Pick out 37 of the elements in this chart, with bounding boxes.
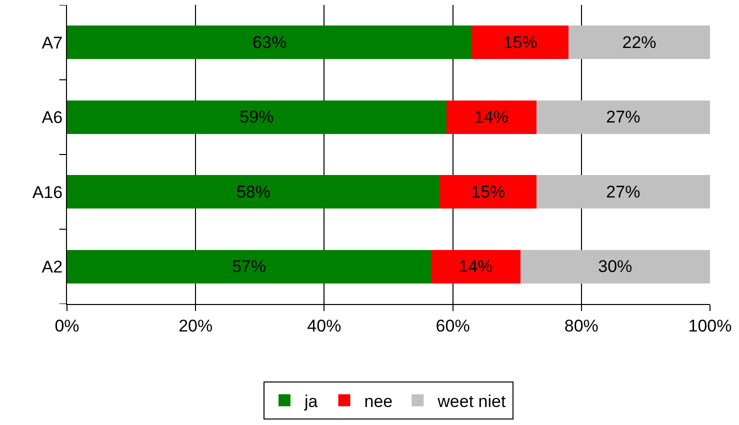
data-label: 15% <box>471 182 506 202</box>
x-tick-label: 20% <box>178 316 213 336</box>
data-label: 27% <box>606 108 640 127</box>
bar <box>472 26 569 60</box>
x-tick-label: 40% <box>307 316 342 336</box>
data-label: 22% <box>622 32 656 52</box>
data-label: 14% <box>458 257 493 276</box>
bar <box>568 26 710 60</box>
bar <box>67 175 440 209</box>
bar <box>67 26 472 60</box>
y-tick-label: A16 <box>32 182 63 202</box>
data-label: 57% <box>232 257 266 276</box>
data-label: 59% <box>240 108 274 127</box>
data-label: 30% <box>598 257 632 276</box>
legend-label: ja <box>304 392 318 411</box>
legend-label: nee <box>364 392 393 411</box>
bar <box>536 100 710 134</box>
y-tick-label: A6 <box>42 108 63 128</box>
x-tick-label: 100% <box>688 316 732 336</box>
data-label: 58% <box>236 182 270 202</box>
bar <box>67 250 431 284</box>
bar <box>446 100 536 134</box>
bar <box>520 250 710 284</box>
data-label: 14% <box>474 108 508 127</box>
x-tick-label: 60% <box>436 316 470 336</box>
x-tick-label: 80% <box>564 316 598 336</box>
data-label: 63% <box>252 32 287 52</box>
bar <box>440 175 536 209</box>
y-tick-label: A2 <box>42 258 63 277</box>
bar <box>536 175 710 209</box>
legend-label: weet niet <box>436 392 506 411</box>
bar <box>430 250 520 284</box>
data-label: 15% <box>503 32 538 52</box>
y-tick-label: A7 <box>42 33 63 52</box>
data-label: 27% <box>606 182 640 202</box>
bar <box>67 100 446 134</box>
x-tick-label: 0% <box>54 316 80 336</box>
